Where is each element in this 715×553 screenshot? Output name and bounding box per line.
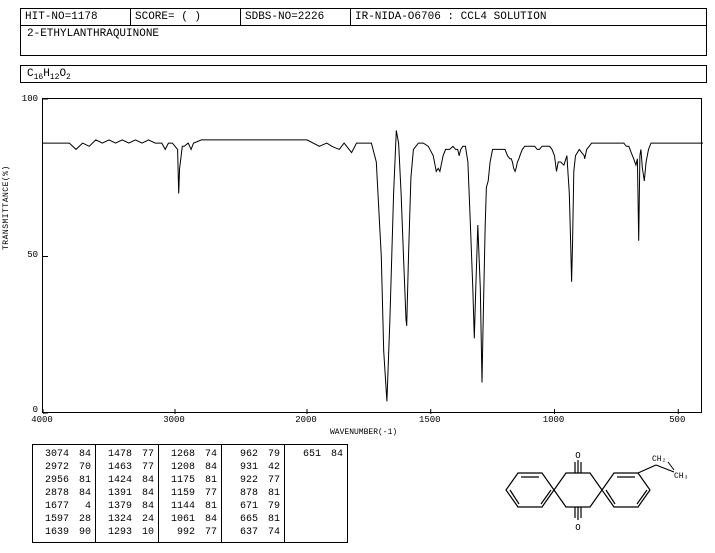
header-bar: HIT-NO=1178 SCORE= ( ) SDBS-NO=2226 IR-N… (20, 8, 707, 26)
peak-row: 137984 (96, 500, 158, 513)
peak-row: 92277 (222, 474, 284, 487)
peak-row: 87881 (222, 487, 284, 500)
hit-no: HIT-NO=1178 (21, 9, 131, 25)
x-tick-1000: 1000 (534, 415, 574, 425)
peak-column: 3074842972702956812878841677415972816399… (33, 445, 96, 542)
peak-row: 126874 (159, 448, 221, 461)
x-tick-1500: 1500 (410, 415, 450, 425)
y-axis-label: TRANSMITTANCE(%) (2, 165, 11, 250)
peak-row: 129310 (96, 526, 158, 539)
x-tick-4000: 4000 (22, 415, 62, 425)
peak-row: 147877 (96, 448, 158, 461)
ir-info: IR-NIDA-O6706 : CCL4 SOLUTION (351, 9, 706, 25)
peak-column: 65184 (285, 445, 347, 542)
svg-text:O: O (575, 523, 580, 533)
peak-row: 163990 (33, 526, 95, 539)
peak-row: 159728 (33, 513, 95, 526)
peak-row: 132424 (96, 513, 158, 526)
peak-row: 114481 (159, 500, 221, 513)
y-tick-50: 50 (14, 250, 38, 260)
y-tick-0: 0 (14, 405, 38, 415)
x-tick-3000: 3000 (154, 415, 194, 425)
peak-row: 287884 (33, 487, 95, 500)
peak-row: 99277 (159, 526, 221, 539)
peak-row: 63774 (222, 526, 284, 539)
compound-name: 2-ETHYLANTHRAQUINONE (20, 26, 707, 56)
peak-column: 1478771463771424841391841379841324241293… (96, 445, 159, 542)
score: SCORE= ( ) (131, 9, 241, 25)
spectrum-svg (43, 99, 703, 414)
peak-row: 142484 (96, 474, 158, 487)
peak-table: 3074842972702956812878841677415972816399… (32, 444, 348, 543)
peak-row: 115977 (159, 487, 221, 500)
peak-row: 295681 (33, 474, 95, 487)
peak-row: 117581 (159, 474, 221, 487)
x-axis-label: WAVENUMBER(-1) (330, 428, 397, 437)
peak-row: 297270 (33, 461, 95, 474)
molecular-formula: C16H12O2 (20, 65, 707, 83)
peak-row: 93142 (222, 461, 284, 474)
peak-row: 65184 (285, 448, 347, 461)
peak-row: 139184 (96, 487, 158, 500)
peak-row: 96279 (222, 448, 284, 461)
spectrum-chart (42, 98, 702, 413)
peak-row: 146377 (96, 461, 158, 474)
peak-column: 1268741208841175811159771144811061849927… (159, 445, 222, 542)
peak-row: 106184 (159, 513, 221, 526)
svg-text:CH₂: CH₂ (652, 455, 666, 464)
x-tick-500: 500 (657, 415, 697, 425)
peak-row: 66581 (222, 513, 284, 526)
molecular-structure: O O CH₂ CH₃ (488, 448, 688, 538)
peak-row: 16774 (33, 500, 95, 513)
peak-row: 120884 (159, 461, 221, 474)
svg-text:CH₃: CH₃ (674, 472, 688, 481)
peak-row: 307484 (33, 448, 95, 461)
sdbs-no: SDBS-NO=2226 (241, 9, 351, 25)
structure-svg: O O CH₂ CH₃ (488, 448, 688, 538)
x-tick-2000: 2000 (286, 415, 326, 425)
peak-row: 67179 (222, 500, 284, 513)
y-tick-100: 100 (14, 94, 38, 104)
svg-text:O: O (575, 451, 580, 461)
peak-column: 96279931429227787881671796658163774 (222, 445, 285, 542)
